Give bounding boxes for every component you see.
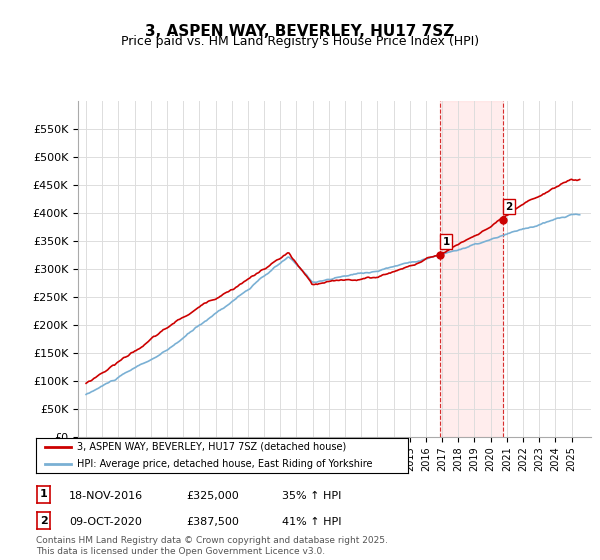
Text: 1: 1: [40, 489, 47, 500]
Text: 3, ASPEN WAY, BEVERLEY, HU17 7SZ (detached house): 3, ASPEN WAY, BEVERLEY, HU17 7SZ (detach…: [77, 442, 346, 452]
Text: Contains HM Land Registry data © Crown copyright and database right 2025.
This d: Contains HM Land Registry data © Crown c…: [36, 536, 388, 556]
Text: 2: 2: [40, 516, 47, 526]
Text: 2: 2: [506, 202, 513, 212]
Text: HPI: Average price, detached house, East Riding of Yorkshire: HPI: Average price, detached house, East…: [77, 459, 373, 469]
Text: £387,500: £387,500: [186, 517, 239, 527]
Text: £325,000: £325,000: [186, 491, 239, 501]
Text: 3, ASPEN WAY, BEVERLEY, HU17 7SZ: 3, ASPEN WAY, BEVERLEY, HU17 7SZ: [145, 24, 455, 39]
Text: 09-OCT-2020: 09-OCT-2020: [69, 517, 142, 527]
Text: 1: 1: [443, 237, 450, 247]
Text: 18-NOV-2016: 18-NOV-2016: [69, 491, 143, 501]
Text: Price paid vs. HM Land Registry's House Price Index (HPI): Price paid vs. HM Land Registry's House …: [121, 35, 479, 48]
Text: 35% ↑ HPI: 35% ↑ HPI: [282, 491, 341, 501]
Text: 41% ↑ HPI: 41% ↑ HPI: [282, 517, 341, 527]
Bar: [440, 101, 503, 437]
